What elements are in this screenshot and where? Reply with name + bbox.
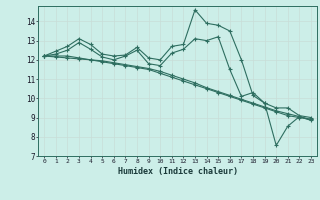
X-axis label: Humidex (Indice chaleur): Humidex (Indice chaleur) (118, 167, 238, 176)
